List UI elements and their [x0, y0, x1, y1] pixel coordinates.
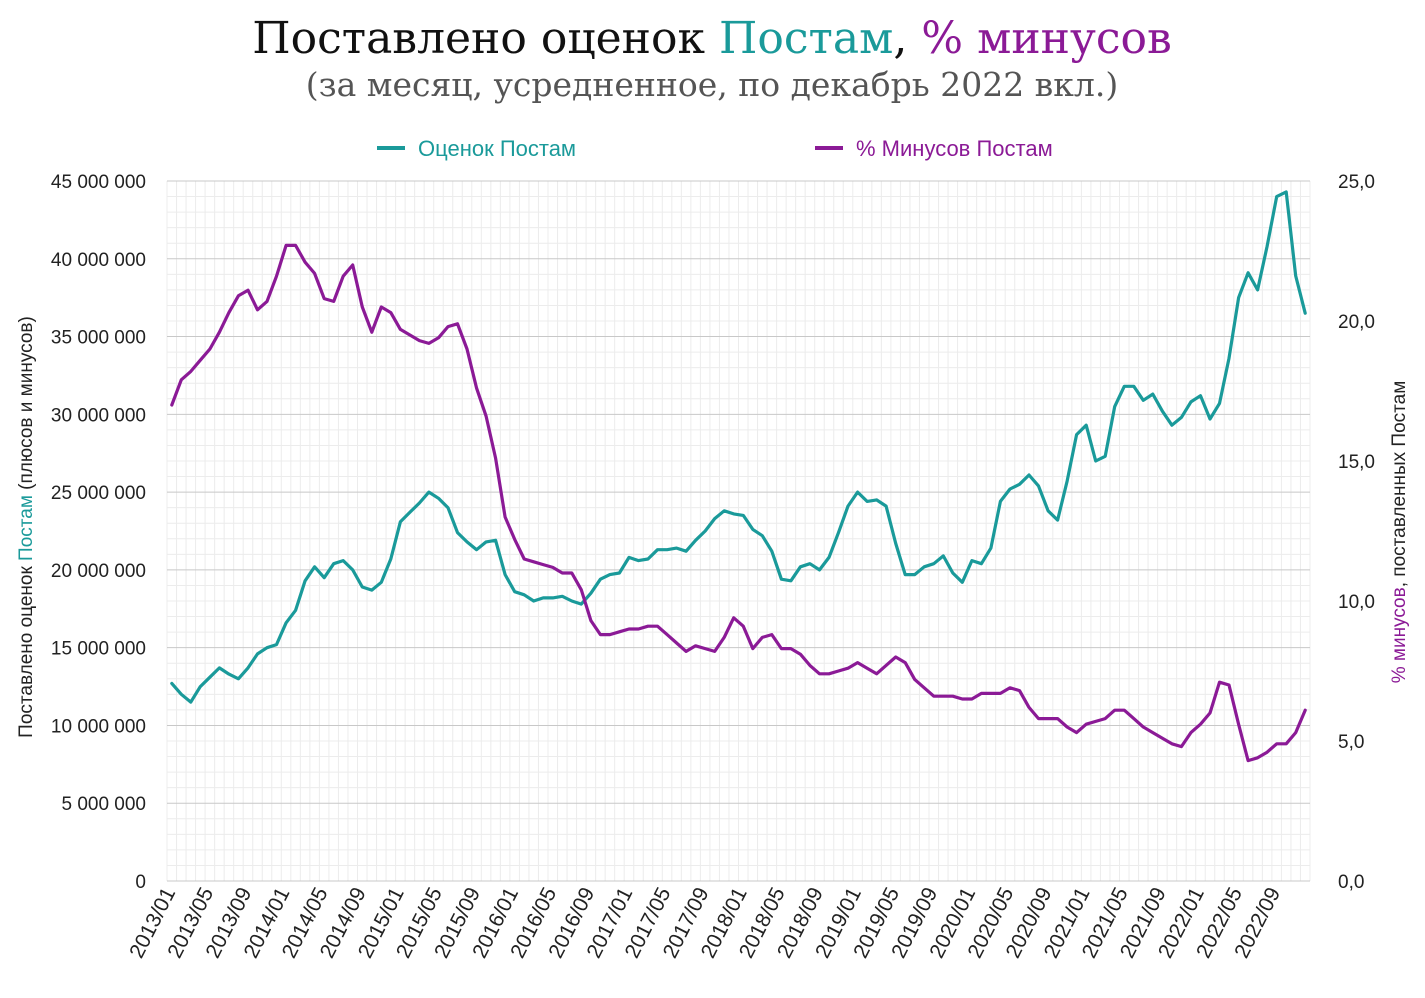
title-part-purple: % минусов [921, 13, 1171, 64]
y-left-tick-label: 30 000 000 [51, 405, 146, 426]
y-right-tick-label: 20,0 [1338, 312, 1375, 333]
series-line-minus-percent [170, 243, 1307, 763]
series-layer [170, 190, 1307, 763]
y-left-tick-label: 10 000 000 [51, 716, 146, 737]
y-left-tick-label: 0 [135, 872, 146, 893]
y-right-tick-label: 0,0 [1338, 872, 1364, 893]
y-left-tick-label: 45 000 000 [51, 172, 146, 193]
y-left-label-part-3: (плюсов и минусов) [16, 316, 37, 495]
y-right-label-part-2: , поставленных Постам [1389, 381, 1410, 588]
y-left-axis-label: Поставлено оценок Постам (плюсов и минус… [16, 316, 37, 738]
y-right-tick-label: 5,0 [1338, 732, 1364, 753]
y-right-tick-label: 10,0 [1338, 592, 1375, 613]
y-right-tick-label: 25,0 [1338, 172, 1375, 193]
y-right-axis: 0,0 5,0 10,0 15,0 20,0 25,0 [1338, 172, 1375, 893]
title-part-1: Поставлено оценок [252, 13, 719, 64]
y-left-axis: 0 5 000 000 10 000 000 15 000 000 20 000 000… [51, 172, 146, 893]
y-left-tick-label: 40 000 000 [51, 250, 146, 271]
legend: Оценок Постам % Минусов Постам [377, 136, 1053, 161]
x-axis: 2013/012013/052013/092014/012014/052014/… [125, 884, 1285, 962]
series-line-ratings [170, 190, 1307, 704]
y-left-label-part-teal: Постам [16, 495, 37, 561]
y-left-tick-label: 5 000 000 [61, 794, 146, 815]
y-left-tick-label: 25 000 000 [51, 483, 146, 504]
title-part-3: , [893, 13, 921, 64]
title-part-teal: Постам [719, 13, 893, 64]
y-left-tick-label: 20 000 000 [51, 561, 146, 582]
y-left-tick-label: 35 000 000 [51, 328, 146, 349]
y-right-label-part-purple: % минусов [1389, 587, 1410, 683]
legend-label-purple: % Минусов Постам [856, 136, 1053, 161]
y-left-tick-label: 15 000 000 [51, 639, 146, 660]
chart-title: Поставлено оценок Постам, % минусов [252, 13, 1172, 64]
legend-label-teal: Оценок Постам [418, 136, 576, 161]
y-right-tick-label: 15,0 [1338, 452, 1375, 473]
y-left-label-part-1: Поставлено оценок [16, 561, 37, 738]
chart-subtitle: (за месяц, усредненное, по декабрь 2022 … [306, 65, 1118, 104]
y-right-axis-label: % минусов, поставленных Постам [1389, 381, 1410, 684]
